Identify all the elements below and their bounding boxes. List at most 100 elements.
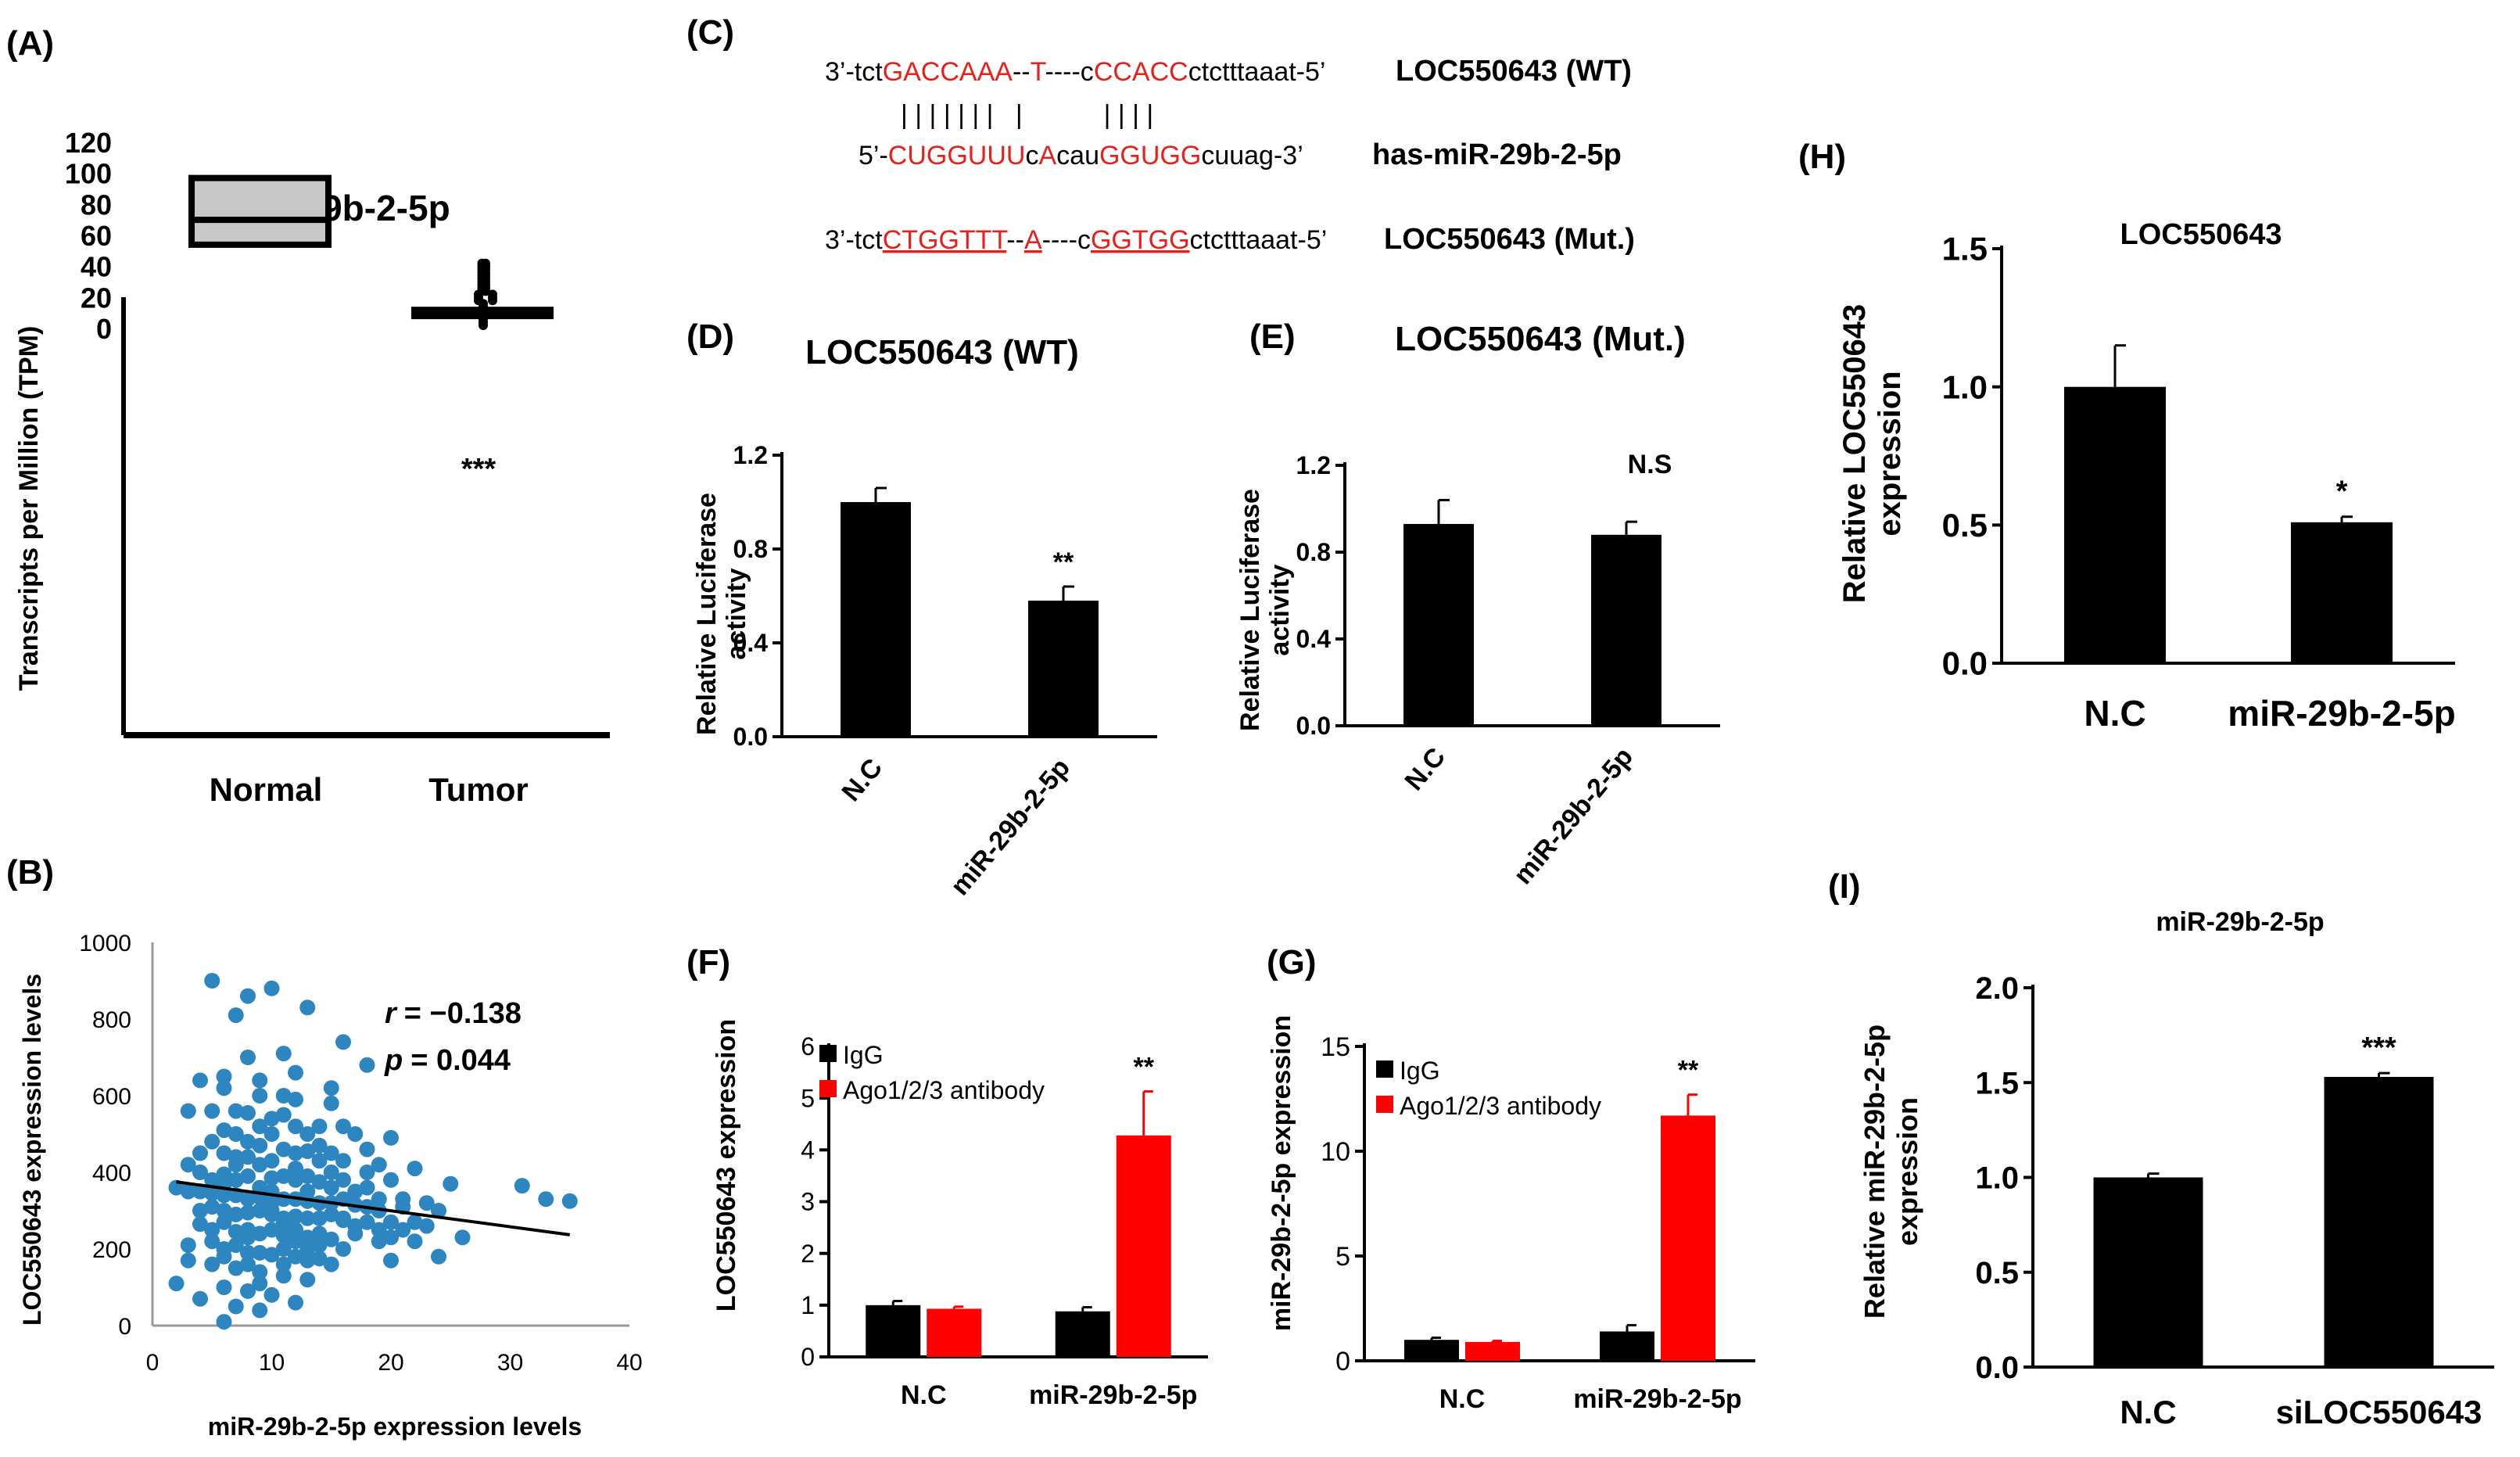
panel-b-point [395,1222,411,1238]
panel-a-ytick-label: 120 [65,127,112,159]
panel-b-point [216,1214,232,1230]
panel-a-tumor-points [474,258,497,331]
panel-b-ytick-label: 1000 [79,931,131,956]
panel-b-ytick-label: 800 [92,1007,131,1033]
f-chart-ytick-label: 5 [801,1084,815,1112]
d-chart-ytick-label: 0.4 [733,629,769,657]
panel-b-point [192,1183,208,1200]
panel-b-point [288,1091,303,1107]
panel-b-point [216,1314,232,1330]
panel-b-point [180,1183,196,1200]
panel-c-letter: (C) [686,13,734,52]
panel-b-point [383,1229,399,1246]
panel-b-trendline [176,1180,571,1236]
panel-b-point [299,1168,316,1184]
panel-b-point [275,1241,292,1257]
d-chart-xtick-label: miR-29b-2-5p [945,753,1077,901]
d-chart-bar [1028,601,1099,737]
panel-b-point [275,1210,292,1226]
panel-b-point [216,1068,232,1085]
panel-a-ytick-label: 0 [96,313,112,345]
panel-b-xtick-label: 10 [259,1350,285,1376]
panel-b-point [228,1206,244,1222]
h-chart-ytick-label: 0.5 [1942,507,1988,544]
panel-b-point [228,1298,244,1315]
panel-b-point [431,1248,446,1265]
i-chart-ytick-label: 2.0 [1975,971,2019,1006]
panel-b-point [418,1195,435,1211]
panel-b-point [323,1231,339,1247]
panel-g-chart: 0 5 10 15 N.C ** miR-29b-2-5p IgG Ago1/2/3 antib… [1321,1032,1755,1414]
h-chart-annotation: * [2336,475,2348,508]
f-chart-ytick-label: 6 [801,1032,815,1060]
i-chart-xtick-label: siLOC550643 [2276,1394,2482,1430]
panel-b-p-value: = 0.044 [410,1044,511,1077]
e-chart-bar [1591,534,1661,726]
i-chart-ytick-label: 0.5 [1975,1256,2019,1290]
panel-b-point [263,980,280,996]
g-chart-legend-label: Ago1/2/3 antibody [1400,1092,1601,1120]
panel-b-point [561,1193,578,1209]
panel-a-xtick-tumor: Tumor [428,771,529,808]
panel-c-sequence-segment: 5’- [859,141,888,170]
panel-e-ylabel-line1: Relative Luciferase [1235,489,1265,731]
panel-b-point [216,1145,232,1161]
panel-b-xlabel: miR-29b-2-5p expression levels [208,1412,582,1441]
panel-b-ytick-label: 400 [92,1161,131,1186]
g-chart-legend-swatch [1376,1096,1393,1113]
panel-b-r-stat: r = −0.138 [385,997,522,1030]
panel-e-title: LOC550643 (Mut.) [1395,320,1686,358]
panel-a-ytick-label: 40 [81,251,112,283]
panel-b-point [383,1214,399,1230]
i-chart-annotation: *** [2361,1032,2396,1064]
panel-d-chart: 0.0 0.4 0.8 1.2 N.C ** miR-29b-2-5p [733,441,1157,901]
f-chart-legend-label: IgG [843,1041,884,1069]
panel-c-sequence-segment: cuuag-3’ [1201,141,1303,170]
panel-b-point [311,1137,328,1154]
f-chart-bar [1055,1311,1110,1357]
f-chart-legend-swatch [819,1045,837,1062]
panel-b-point [192,1165,208,1180]
panel-b-point [252,1264,268,1280]
panel-b-point [252,1226,268,1242]
f-chart-ytick-label: 0 [801,1343,815,1371]
panel-b-point [275,1168,292,1184]
panel-b-point [299,1126,316,1142]
panel-b-point [204,1256,220,1272]
panel-b-point [192,1203,208,1218]
panel-c-sequence-segment: ctctttaaat-5’ [1188,57,1326,87]
panel-b-point [240,1191,256,1208]
panel-b-point [216,1248,232,1265]
panel-a-tumor-point [481,258,490,268]
panel-c-sequence-segment: GACCAAA [883,57,1013,87]
e-chart-ytick-label: 0.0 [1296,712,1331,740]
panel-b-point [240,1133,256,1150]
panel-a-ytick-label: 60 [81,220,112,252]
panel-b-point [288,1118,303,1135]
panel-c-sequence-segment: 3’-tct [825,57,883,87]
d-chart-ytick-label: 1.2 [733,441,768,469]
panel-h-title: LOC550643 [2120,218,2282,251]
panel-b-point [359,1179,375,1196]
panel-b-xtick-label: 40 [616,1350,642,1376]
panel-b-point [204,1133,220,1150]
panel-b-point [335,1210,351,1226]
panel-b-point [371,1233,387,1250]
panel-b-point [323,1080,339,1096]
panel-a-ytick-label: 20 [81,282,112,314]
panel-b-point [407,1161,423,1177]
panel-b-point [204,973,220,989]
panel-d: (D) LOC550643 (WT) Relative Luciferase a… [686,318,1157,901]
panel-b-point [240,1105,256,1121]
panel-b-ytick-label: 0 [118,1314,131,1340]
panel-b-point [407,1214,423,1230]
panel-b-point [323,1095,339,1111]
panel-b-xtick-label: 30 [497,1350,523,1376]
panel-b-point [335,1172,351,1188]
panel-b-point [311,1226,328,1242]
panel-b-point [252,1137,268,1154]
panel-b-point [323,1165,339,1180]
i-chart-bar [2324,1076,2434,1367]
panel-b: (B) LOC550643 expression levels miR-29b-… [6,853,643,1441]
